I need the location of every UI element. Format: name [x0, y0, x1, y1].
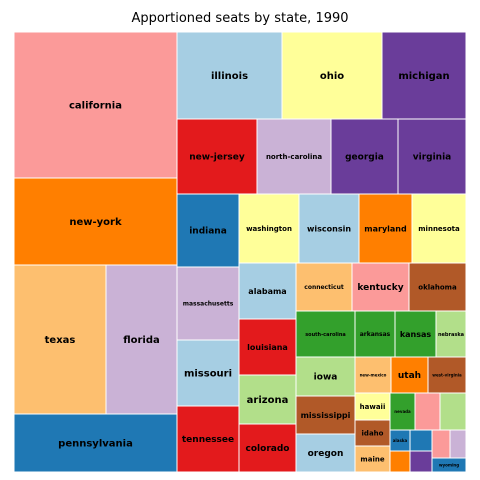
cell-label-pennsylvania: pennsylvania: [58, 439, 133, 450]
cell-utah: [390, 356, 429, 394]
cell-label-new-york: new-york: [69, 217, 122, 228]
cell-unlabeled-48: [409, 450, 433, 473]
cell-label-arkansas: arkansas: [360, 331, 391, 338]
cell-label-louisiana: louisiana: [247, 343, 288, 352]
cell-massachusetts: [176, 266, 240, 341]
cell-label-alaska: alaska: [393, 438, 408, 443]
cell-illinois: [176, 31, 283, 120]
cell-label-massachusetts: massachusetts: [183, 301, 234, 308]
cell-label-tennessee: tennessee: [182, 435, 234, 445]
cell-unlabeled-46: [449, 429, 467, 459]
cell-label-georgia: georgia: [345, 153, 384, 163]
cell-michigan: [381, 31, 467, 120]
cell-oklahoma: [408, 262, 467, 312]
cell-label-michigan: michigan: [398, 71, 449, 82]
cell-nevada: [389, 392, 416, 431]
cell-label-oregon: oregon: [308, 449, 344, 459]
cell-unlabeled-44: [409, 429, 433, 452]
cell-label-illinois: illinois: [211, 71, 248, 82]
cell-label-washington: washington: [246, 225, 292, 233]
cell-oregon: [295, 433, 356, 473]
cell-arkansas: [354, 310, 396, 358]
cell-unlabeled-45: [431, 429, 451, 459]
cell-connecticut: [295, 262, 353, 312]
cell-unlabeled-47: [389, 450, 411, 473]
cell-label-iowa: iowa: [314, 373, 338, 383]
cell-label-hawaii: hawaii: [360, 403, 386, 411]
cell-ohio: [281, 31, 383, 120]
cell-georgia: [330, 118, 399, 195]
cell-label-utah: utah: [398, 371, 421, 381]
cell-label-wisconsin: wisconsin: [307, 224, 351, 233]
cell-virginia: [397, 118, 467, 195]
cell-west-virginia: [427, 356, 467, 394]
cell-label-idaho: idaho: [362, 429, 384, 437]
cell-label-arizona: arizona: [247, 395, 289, 406]
cell-label-virginia: virginia: [413, 153, 451, 163]
cell-nebraska: [435, 310, 467, 358]
cell-label-new-jersey: new-jersey: [189, 153, 245, 163]
cell-new-jersey: [176, 118, 258, 195]
cell-label-north-carolina: north-carolina: [266, 153, 322, 161]
cell-label-alabama: alabama: [248, 287, 286, 296]
cell-minnesota: [411, 193, 467, 264]
cell-maryland: [358, 193, 413, 264]
cell-label-nebraska: nebraska: [438, 332, 464, 338]
cell-label-west-virginia: west-virginia: [432, 372, 462, 377]
cell-louisiana: [238, 318, 297, 376]
cell-label-ohio: ohio: [320, 71, 344, 82]
cell-label-wyoming: wyoming: [439, 462, 459, 467]
cell-label-nevada: nevada: [394, 409, 411, 414]
cell-wisconsin: [298, 193, 360, 264]
cell-unlabeled-42: [439, 392, 467, 431]
cell-label-mississippi: mississippi: [301, 411, 351, 420]
cell-label-missouri: missouri: [184, 369, 232, 380]
cell-label-connecticut: connecticut: [304, 284, 344, 291]
cell-colorado: [238, 423, 297, 473]
cell-label-florida: florida: [123, 335, 160, 346]
cell-label-maine: maine: [360, 455, 384, 463]
cell-label-south-carolina: south-carolina: [305, 332, 346, 338]
cell-iowa: [295, 356, 356, 397]
cell-idaho: [354, 419, 391, 447]
cell-label-california: california: [69, 101, 122, 112]
cell-unlabeled-41: [414, 392, 441, 431]
cell-label-texas: texas: [45, 335, 76, 346]
cell-label-oklahoma: oklahoma: [418, 283, 457, 291]
cell-label-colorado: colorado: [246, 444, 290, 454]
cell-pennsylvania: [13, 413, 178, 473]
cell-label-maryland: maryland: [364, 224, 407, 233]
cell-label-kansas: kansas: [400, 330, 432, 339]
cell-label-minnesota: minnesota: [418, 225, 460, 233]
cell-missouri: [176, 339, 240, 407]
cell-label-indiana: indiana: [189, 227, 227, 237]
cell-label-kentucky: kentucky: [357, 283, 403, 293]
cell-mississippi: [295, 395, 356, 435]
cell-label-new-mexico: new-mexico: [360, 372, 387, 377]
chart-title: Apportioned seats by state, 1990: [131, 11, 349, 26]
cell-wyoming: [431, 457, 467, 473]
cell-indiana: [176, 193, 240, 268]
cell-south-carolina: [295, 310, 356, 358]
